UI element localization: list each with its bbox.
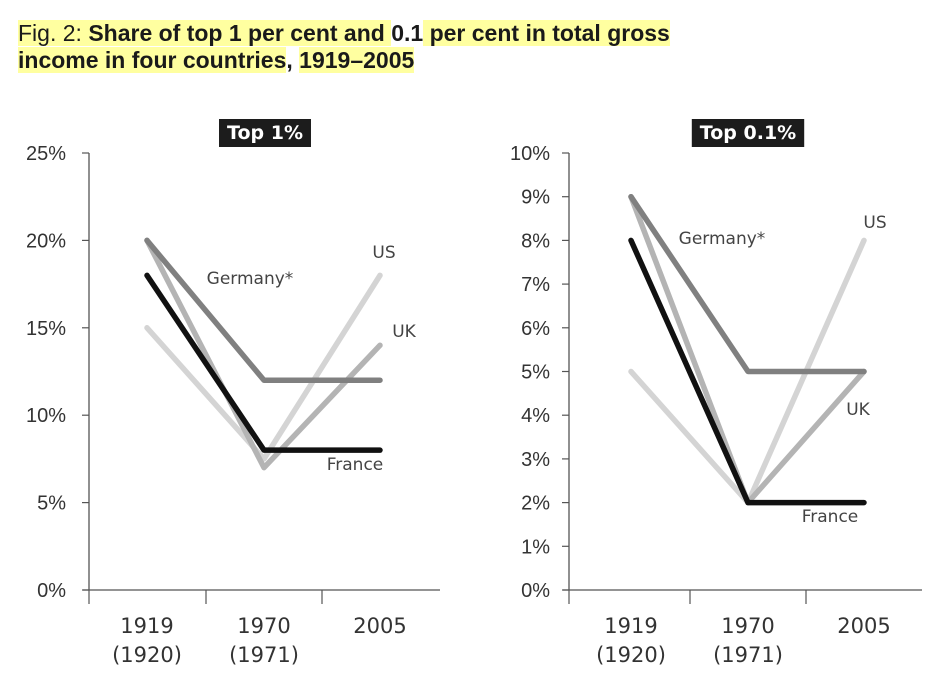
chart2-x-tick-label: (1920) bbox=[596, 643, 666, 667]
chart1-series-uk bbox=[144, 237, 383, 471]
chart2-label-us: US bbox=[863, 213, 886, 233]
chart2-y-tick-label: 2% bbox=[521, 493, 550, 515]
chart2-y-tick-label: 4% bbox=[521, 405, 550, 427]
chart2-y-tick-label: 9% bbox=[521, 187, 550, 209]
chart2-series-france bbox=[628, 237, 867, 506]
title-part-4: income in four countries bbox=[18, 47, 287, 73]
title-part-3: per cent in total gross bbox=[423, 20, 670, 46]
chart2-y-tick-label: 8% bbox=[521, 230, 550, 252]
chart2-label-germany: Germany* bbox=[679, 229, 766, 249]
chart2-y-tick-label: 1% bbox=[521, 536, 550, 558]
chart1-y-tick-label: 0% bbox=[37, 580, 66, 602]
chart2-x-tick-label: (1971) bbox=[713, 643, 783, 667]
chart1-y-tick-label: 20% bbox=[26, 230, 66, 252]
chart1-x-tick-label: 1970 bbox=[237, 614, 290, 638]
chart1-label-germany: Germany* bbox=[207, 269, 294, 289]
chart1-label-us: US bbox=[372, 243, 395, 263]
chart1-y-tick-label: 5% bbox=[37, 493, 66, 515]
chart2-title: Top 0.1% bbox=[700, 122, 796, 144]
chart1-x-tick-label: (1920) bbox=[112, 643, 182, 667]
chart1-y-tick-label: 15% bbox=[26, 318, 66, 340]
figure-number: Fig. 2: bbox=[18, 20, 89, 46]
chart2-label-france: France bbox=[802, 507, 859, 527]
chart2-x-tick-label: 2005 bbox=[837, 614, 890, 638]
chart1-series-france bbox=[144, 272, 383, 453]
title-part-5: , bbox=[286, 47, 300, 73]
chart2-y-tick-label: 0% bbox=[521, 580, 550, 602]
chart1-label-uk: UK bbox=[392, 322, 416, 342]
chart2-y-tick-label: 10% bbox=[510, 143, 550, 165]
title-part-2: 0.1 bbox=[391, 20, 424, 46]
chart2-y-tick-label: 5% bbox=[521, 362, 550, 384]
chart2-y-tick-label: 3% bbox=[521, 449, 550, 471]
chart2-x-tick-label: 1970 bbox=[721, 614, 774, 638]
chart2-label-uk: UK bbox=[846, 400, 870, 420]
chart2-y-tick-label: 7% bbox=[521, 274, 550, 296]
chart1-label-france: France bbox=[327, 455, 384, 475]
title-part-1: Share of top 1 per cent and bbox=[88, 20, 392, 46]
chart2-series-germany bbox=[628, 193, 867, 375]
chart1-y-tick-label: 25% bbox=[26, 143, 66, 165]
title-part-6: 1919–2005 bbox=[299, 47, 415, 73]
chart1-x-tick-label: 2005 bbox=[353, 614, 406, 638]
chart2-x-tick-label: 1919 bbox=[604, 614, 657, 638]
chart1-x-tick-label: (1971) bbox=[229, 643, 299, 667]
chart2-title-box bbox=[691, 119, 805, 147]
chart1-series-germany bbox=[144, 237, 383, 383]
chart1-title-box bbox=[219, 119, 311, 147]
chart1-title: Top 1% bbox=[227, 122, 303, 144]
chart1-series-us bbox=[144, 272, 383, 462]
chart1-x-tick-label: 1919 bbox=[120, 614, 173, 638]
chart1-y-tick-label: 10% bbox=[26, 405, 66, 427]
figure-title: Fig. 2: Share of top 1 per cent and 0.1 … bbox=[18, 20, 918, 74]
chart2-y-tick-label: 6% bbox=[521, 318, 550, 340]
